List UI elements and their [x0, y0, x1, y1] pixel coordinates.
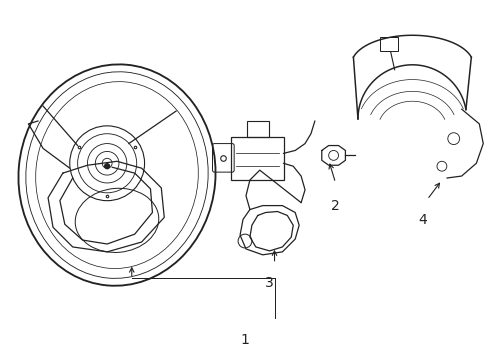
- Text: 2: 2: [330, 199, 339, 213]
- Text: 4: 4: [417, 213, 426, 228]
- Text: 1: 1: [240, 333, 249, 347]
- Circle shape: [104, 164, 109, 169]
- Text: 3: 3: [264, 276, 273, 291]
